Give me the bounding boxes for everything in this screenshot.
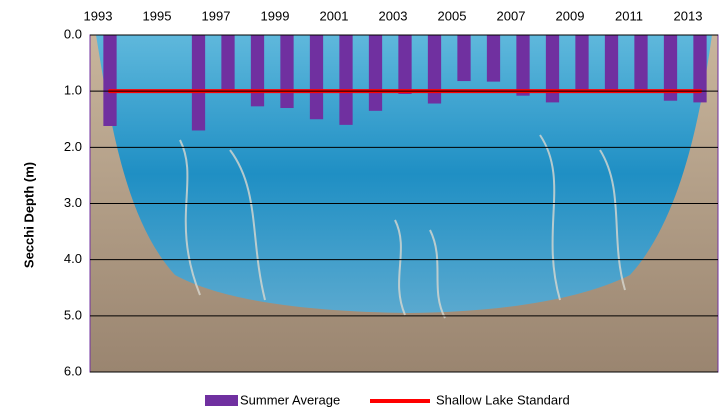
x-tick-label: 1993	[84, 8, 113, 23]
y-tick-label: 0.0	[64, 26, 82, 41]
bar	[693, 35, 707, 103]
x-tick-label: 1997	[202, 8, 231, 23]
y-tick-label: 1.0	[64, 83, 82, 98]
y-axis-label: Secchi Depth (m)	[21, 162, 36, 268]
bar	[634, 35, 648, 92]
y-tick-label: 6.0	[64, 363, 82, 378]
y-tick-label: 3.0	[64, 195, 82, 210]
bar	[516, 35, 530, 96]
legend: Summer Average Shallow Lake Standard	[205, 392, 570, 407]
bar	[368, 35, 383, 111]
legend-label: Shallow Lake Standard	[436, 392, 570, 407]
plants	[179, 134, 626, 319]
bar	[309, 35, 324, 120]
bar	[280, 35, 294, 109]
bar	[250, 35, 265, 107]
plot	[103, 35, 707, 131]
x-tick-label: 2005	[438, 8, 467, 23]
bar	[486, 35, 501, 82]
legend-label: Summer Average	[240, 392, 340, 407]
x-tick-label: 1999	[261, 8, 290, 23]
y-tick-label: 2.0	[64, 139, 82, 154]
bar	[663, 35, 678, 101]
x-tick-label: 2011	[615, 8, 643, 23]
y-tick-label: 4.0	[64, 251, 82, 266]
bar	[604, 35, 619, 92]
bar	[191, 35, 206, 131]
x-tick-label: 2007	[497, 8, 526, 23]
bar	[427, 35, 442, 104]
legend-swatch	[205, 395, 238, 406]
bar	[221, 35, 235, 92]
y-tick-label: 5.0	[64, 307, 82, 322]
bar	[545, 35, 560, 103]
bar	[103, 35, 117, 126]
lake-water	[96, 35, 712, 313]
x-tick-label: 1995	[143, 8, 172, 23]
bar	[339, 35, 353, 125]
x-tick-label: 2003	[379, 8, 408, 23]
x-tick-label: 2009	[556, 8, 585, 23]
bar	[398, 35, 412, 94]
bar	[457, 35, 471, 82]
x-tick-label: 2013	[674, 8, 703, 23]
bar	[575, 35, 589, 92]
x-tick-label: 2001	[320, 8, 349, 23]
